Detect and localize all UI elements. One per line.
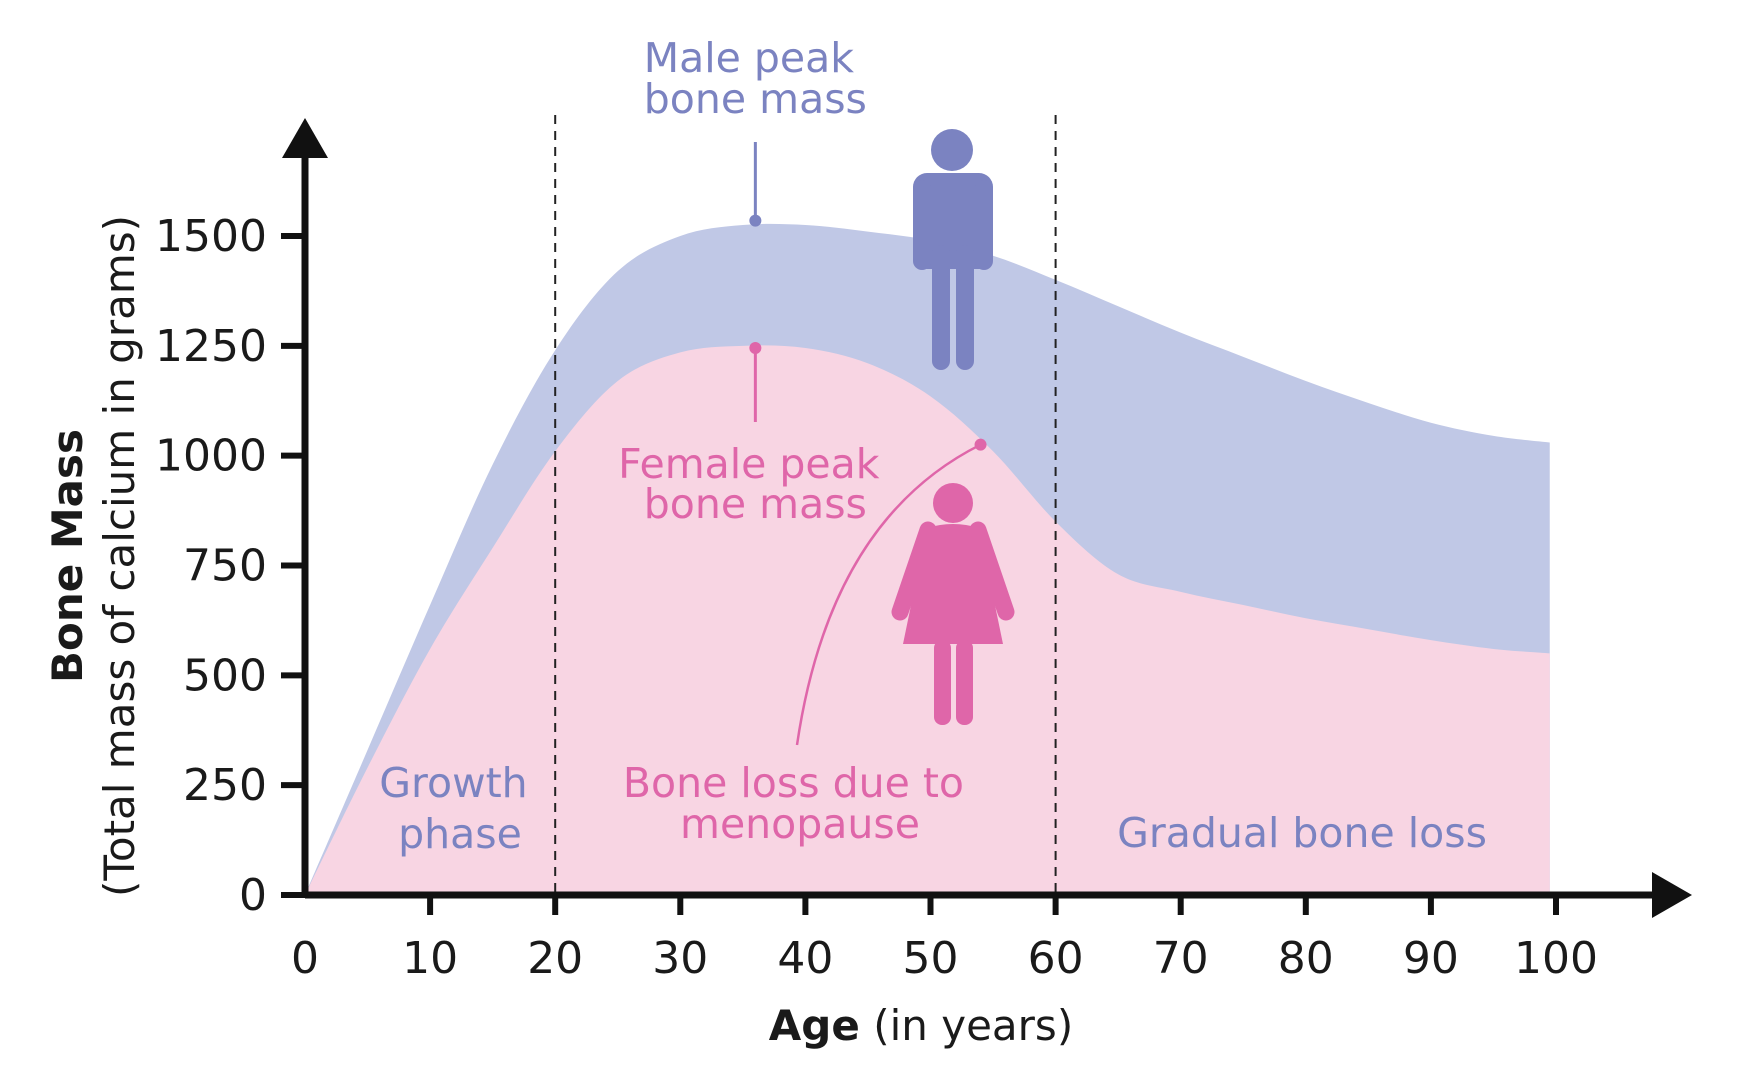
y-tick-label-0: 0: [239, 870, 267, 921]
x-tick-label-70: 70: [1153, 933, 1209, 984]
chart-annotations: Male peak bone mass Female peak bone mas…: [379, 34, 1487, 858]
x-tick-label-40: 40: [777, 933, 833, 984]
menopause-label: Bone loss due to menopause: [623, 759, 977, 848]
x-tick-label-100: 100: [1514, 933, 1598, 984]
x-tick-label-60: 60: [1028, 933, 1084, 984]
x-tick-label-50: 50: [903, 933, 959, 984]
x-axis-title: Age (in years): [769, 1001, 1073, 1050]
x-axis-arrow: [1652, 872, 1692, 918]
y-axis-title: Bone Mass: [43, 429, 92, 683]
x-tick-label-0: 0: [291, 933, 319, 984]
x-tick-label-10: 10: [402, 933, 458, 984]
female-peak-marker: [749, 342, 762, 355]
y-tick-label-750: 750: [183, 541, 267, 592]
chart-ticks: 0 10 20 30 40 50 60 70 80 90 100025050075010001250…: [155, 211, 1598, 984]
male-peak-marker: [749, 214, 762, 227]
y-tick-label-1000: 1000: [155, 431, 267, 482]
annotation-leaders: [749, 142, 987, 746]
x-tick-label-90: 90: [1403, 933, 1459, 984]
y-tick-label-1500: 1500: [155, 211, 267, 262]
y-axis-subtitle: (Total mass of calcium in grams): [95, 215, 144, 897]
female-peak-label: Female peak bone mass: [618, 440, 892, 528]
growth-phase-label: Growth phase: [379, 759, 540, 858]
y-tick-label-250: 250: [183, 760, 267, 811]
phase-dividers: [554, 115, 1057, 895]
male-peak-label: Male peak bone mass: [644, 34, 867, 123]
menopause-leader: [795, 443, 982, 746]
menopause-marker: [974, 438, 987, 451]
y-axis-arrow: [282, 118, 328, 158]
female-figure-icon: [891, 483, 1015, 725]
chart-axes: [282, 118, 1692, 918]
y-tick-label-500: 500: [183, 650, 267, 701]
x-tick-label-80: 80: [1278, 933, 1334, 984]
gradual-loss-label: Gradual bone loss: [1117, 809, 1487, 857]
male-figure-icon: [913, 129, 993, 370]
x-tick-label-30: 30: [652, 933, 708, 984]
x-tick-label-20: 20: [527, 933, 583, 984]
y-tick-label-1250: 1250: [155, 321, 267, 372]
